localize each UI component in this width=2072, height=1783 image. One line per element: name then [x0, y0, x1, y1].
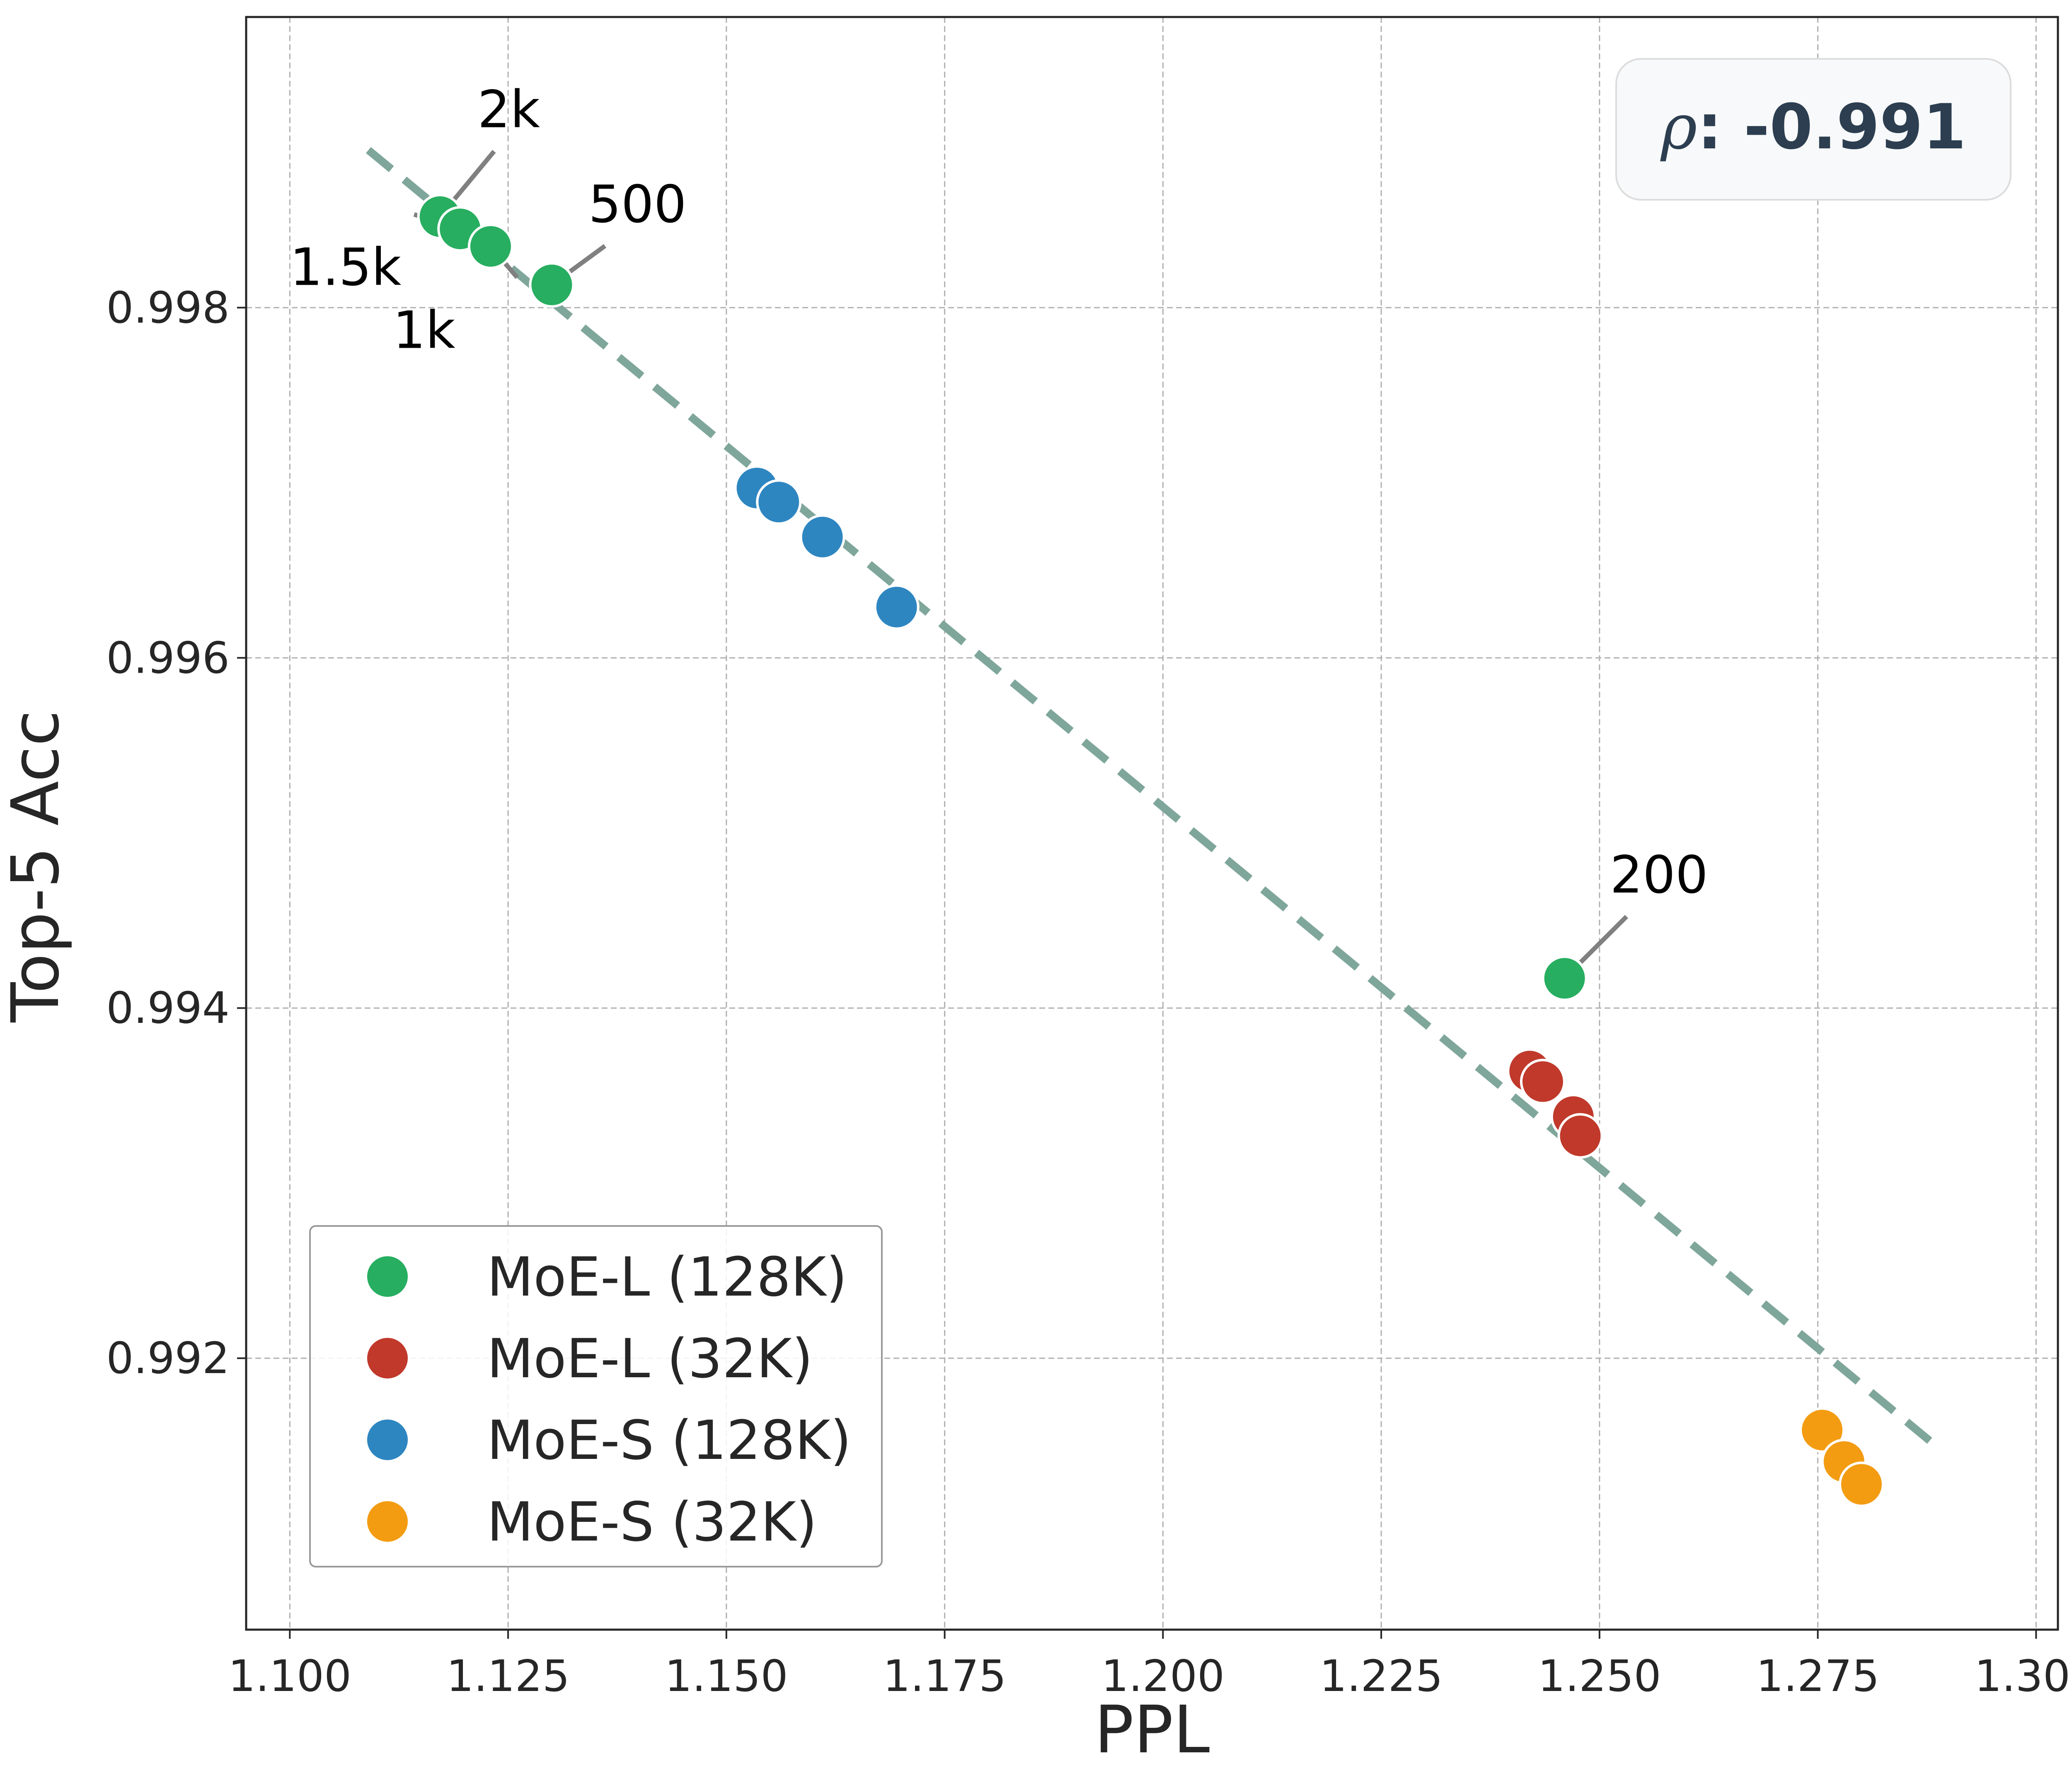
legend-marker — [365, 1499, 410, 1544]
x-axis-ticks: 1.100 1.125 1.150 1.175 1.200 1.225 1.250 1.275… — [228, 1630, 2072, 1701]
data-point — [529, 262, 575, 308]
y-tick-label: 0.994 — [106, 983, 230, 1033]
data-point — [1520, 1059, 1566, 1105]
correlation-symbol: ρ — [1660, 91, 1697, 163]
correlation-value: -0.991 — [1744, 91, 1966, 163]
x-axis-title: PPL — [1094, 1692, 1210, 1768]
correlation-label: ρ: -0.991 — [1660, 91, 1966, 163]
correlation-separator: : — [1697, 91, 1744, 163]
y-tick-label: 0.992 — [106, 1333, 230, 1383]
x-tick-label: 1.125 — [446, 1651, 570, 1701]
y-tick-label: 0.996 — [106, 632, 230, 683]
y-axis-title: Top-5 Acc — [0, 710, 74, 1022]
trend-line-group — [366, 147, 1943, 1453]
legend-items: MoE-L (128K) MoE-L (32K) MoE-S (128K) MoE-S… — [365, 1245, 851, 1553]
legend-label: MoE-S (128K) — [487, 1409, 851, 1472]
legend-frame — [309, 1225, 883, 1567]
annotation-label: 200 — [1610, 845, 1708, 905]
data-point — [756, 479, 802, 525]
legend-marker — [365, 1417, 410, 1463]
x-tick-label: 1.250 — [1538, 1651, 1661, 1701]
annotation-label: 1.5k — [290, 237, 401, 297]
annotation-label: 1k — [393, 300, 455, 360]
plot-frame — [245, 16, 2059, 1631]
legend: MoE-L (128K) MoE-L (32K) MoE-S (128K) MoE-S… — [309, 1225, 883, 1567]
legend-marker — [365, 1254, 410, 1299]
data-point — [467, 223, 513, 269]
x-tick-label: 1.225 — [1319, 1651, 1443, 1701]
x-tick-label: 1.200 — [1101, 1651, 1225, 1701]
data-point — [799, 514, 845, 560]
x-tick-label: 1.150 — [665, 1651, 788, 1701]
y-tick-label: 0.998 — [106, 282, 230, 333]
data-point — [874, 584, 920, 630]
trend-line — [366, 147, 1943, 1453]
data-point — [1838, 1461, 1884, 1507]
correlation-box: ρ: -0.991 — [1615, 58, 2011, 201]
x-tick-label: 1.100 — [228, 1651, 351, 1701]
x-tick-label: 1.175 — [883, 1651, 1007, 1701]
data-point — [1799, 1407, 1845, 1453]
correlation-box-frame — [1615, 58, 2011, 201]
legend-label: MoE-L (128K) — [487, 1245, 847, 1308]
x-tick-label: 1.300 — [1974, 1651, 2072, 1701]
x-tick-label: 1.275 — [1756, 1651, 1880, 1701]
legend-marker — [365, 1335, 410, 1381]
data-points — [417, 194, 1884, 1507]
data-point — [1542, 955, 1588, 1001]
data-point — [1557, 1113, 1603, 1159]
annotation-label: 500 — [588, 174, 687, 234]
grid — [246, 17, 2058, 1630]
legend-label: MoE-S (32K) — [487, 1490, 817, 1553]
legend-label: MoE-L (32K) — [487, 1327, 813, 1390]
annotation-label: 2k — [477, 80, 540, 140]
y-axis-ticks: 0.992 0.994 0.996 0.998 — [106, 282, 246, 1383]
